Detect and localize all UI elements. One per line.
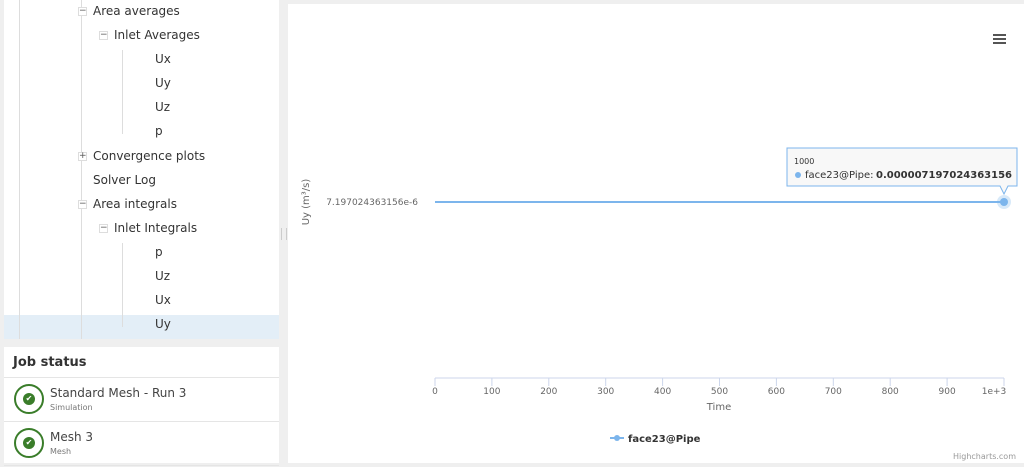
chart-panel: 0 100 200 300 400 500 600 700 800 900 1e+3 Time Uy (… <box>288 4 1024 463</box>
x-tick-label: 0 <box>432 387 438 397</box>
tooltip-box <box>786 147 1018 196</box>
x-tick-label: 900 <box>939 387 956 397</box>
tree-item[interactable]: Uy <box>155 317 171 331</box>
tree-item[interactable]: p <box>155 245 163 259</box>
y-axis-title: Uy (m³/s) <box>301 179 312 226</box>
x-axis-title: Time <box>706 402 731 413</box>
x-tick-label: 800 <box>882 387 899 397</box>
tooltip-marker <box>795 172 801 178</box>
tree-guide <box>122 243 123 327</box>
panel-resize-handle[interactable] <box>281 228 287 240</box>
tree-item[interactable]: Ux <box>155 293 171 307</box>
x-tick-label: 600 <box>768 387 785 397</box>
job-item[interactable]: ✔ Standard Mesh - Run 3 Simulation <box>4 378 279 422</box>
x-tick-label: 500 <box>711 387 728 397</box>
tree-item[interactable]: Convergence plots <box>93 149 206 163</box>
job-status-panel: Job status ✔ Standard Mesh - Run 3 Simul… <box>4 347 279 466</box>
tree-item[interactable]: Uz <box>155 269 171 283</box>
y-tick-label: 7.197024363156e-6 <box>326 198 418 208</box>
collapse-icon[interactable]: − <box>99 30 108 40</box>
credits-link[interactable]: Highcharts.com <box>953 452 1016 461</box>
tree-item[interactable]: Inlet Integrals <box>114 221 198 235</box>
data-point <box>1000 198 1008 206</box>
x-tick-label: 100 <box>483 387 500 397</box>
collapse-icon[interactable]: − <box>78 199 87 209</box>
expand-icon[interactable]: + <box>78 151 87 161</box>
tree-item[interactable]: Inlet Averages <box>114 28 200 42</box>
tree-item[interactable]: Uy <box>155 76 171 90</box>
job-type: Mesh <box>50 447 72 456</box>
tree-item[interactable]: Uz <box>155 100 171 114</box>
job-status-title: Job status <box>4 347 279 378</box>
tree-item[interactable]: Ux <box>155 52 171 66</box>
collapse-icon[interactable]: − <box>78 6 87 16</box>
tree-item[interactable]: Area integrals <box>93 197 177 211</box>
job-type: Simulation <box>50 403 93 412</box>
tooltip-series: face23@Pipe: <box>805 170 873 181</box>
line-chart: 0 100 200 300 400 500 600 700 800 900 1e+3 Time Uy (… <box>301 147 1018 461</box>
tooltip-value: 0.000007197024363156 <box>876 170 1012 181</box>
check-circle-icon: ✔ <box>14 428 44 458</box>
tree-item[interactable]: Solver Log <box>93 173 156 187</box>
tree-item[interactable]: Area averages <box>93 4 180 18</box>
tree-guide <box>81 0 82 339</box>
x-tick-label: 300 <box>597 387 614 397</box>
results-tree: − Area averages − Inlet Averages Ux Uy Uz p + Con… <box>4 0 279 339</box>
x-tick-label: 400 <box>654 387 671 397</box>
x-tick-label: 1e+3 <box>982 387 1007 397</box>
job-name: Mesh 3 <box>50 430 94 444</box>
legend-marker <box>614 435 620 441</box>
x-tick-label: 700 <box>825 387 842 397</box>
check-circle-icon: ✔ <box>14 384 44 414</box>
x-tick-label: 200 <box>540 387 557 397</box>
collapse-icon[interactable]: − <box>99 223 108 233</box>
job-name: Standard Mesh - Run 3 <box>50 386 187 400</box>
selected-row-highlight <box>4 315 279 339</box>
tooltip-x: 1000 <box>794 157 814 166</box>
hamburger-menu-icon[interactable] <box>993 34 1006 46</box>
tree-guide <box>122 50 123 134</box>
tree-guide <box>19 0 20 339</box>
tree-item[interactable]: p <box>155 124 163 138</box>
job-item[interactable]: ✔ Mesh 3 Mesh <box>4 422 279 466</box>
legend-item[interactable]: face23@Pipe <box>628 434 701 445</box>
